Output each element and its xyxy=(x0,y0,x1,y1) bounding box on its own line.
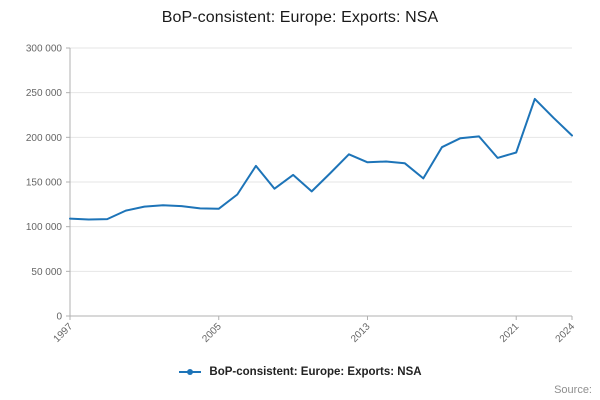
y-axis-tick-label: 300 000 xyxy=(26,44,63,55)
legend[interactable]: BoP-consistent: Europe: Exports: NSA xyxy=(0,363,600,381)
legend-label: BoP-consistent: Europe: Exports: NSA xyxy=(209,366,422,378)
legend-line-marker xyxy=(179,369,202,375)
source-text: Source: xyxy=(554,384,592,396)
y-axis-tick-label: 100 000 xyxy=(26,222,63,233)
x-axis-tick-label: 2005 xyxy=(200,321,224,345)
x-axis-tick-label: 1997 xyxy=(52,321,76,345)
x-axis-tick-label: 2013 xyxy=(349,321,373,345)
series-line xyxy=(69,97,573,221)
y-axis-tick-label: 0 xyxy=(56,312,62,323)
y-axis-tick-label: 250 000 xyxy=(26,88,63,99)
x-axis-tick-label: 2024 xyxy=(554,321,578,345)
y-axis-tick-label: 50 000 xyxy=(31,267,62,278)
line-chart: 0 50 000 100 000 150 000 200 000 250 000 300 0… xyxy=(26,44,578,345)
x-axis-tick-label: 2021 xyxy=(498,321,522,345)
y-axis-tick-label: 150 000 xyxy=(26,178,63,189)
y-axis-tick-label: 200 000 xyxy=(26,133,63,144)
chart-title: BoP-consistent: Europe: Exports: NSA xyxy=(161,9,439,26)
